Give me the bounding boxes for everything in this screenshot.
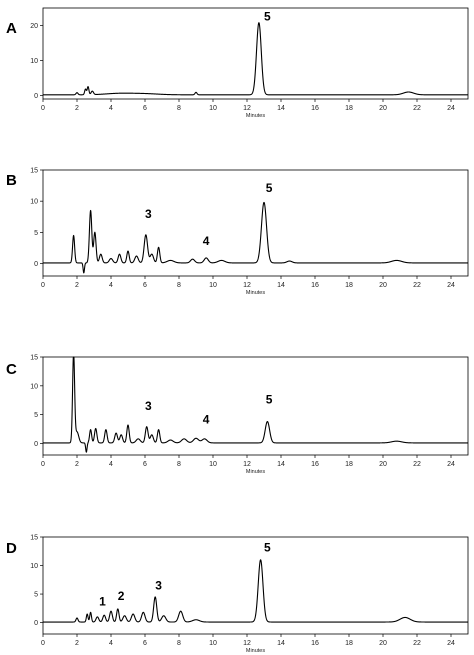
x-tick-label-a: 16 bbox=[311, 105, 319, 112]
x-tick-label-a: 4 bbox=[109, 105, 113, 112]
x-tick-label-d: 6 bbox=[143, 640, 147, 647]
x-axis-title-d: Minutes bbox=[246, 648, 266, 654]
peak-label-c-5: 5 bbox=[266, 393, 273, 407]
x-axis-title-c: Minutes bbox=[246, 469, 266, 475]
x-tick-label-c: 10 bbox=[209, 461, 217, 468]
peak-label-c-4: 4 bbox=[203, 412, 210, 426]
chromatogram-trace-c bbox=[42, 356, 469, 453]
x-tick-label-a: 18 bbox=[345, 105, 353, 112]
x-tick-label-c: 12 bbox=[243, 461, 251, 468]
x-tick-label-b: 4 bbox=[109, 282, 113, 289]
y-tick-label-a: 10 bbox=[30, 58, 38, 65]
x-tick-label-d: 14 bbox=[277, 640, 285, 647]
x-tick-label-d: 20 bbox=[379, 640, 387, 647]
peak-label-d-1: 1 bbox=[99, 594, 106, 608]
x-tick-label-c: 16 bbox=[311, 461, 319, 468]
chromatogram-trace-b bbox=[42, 201, 469, 274]
x-tick-label-c: 2 bbox=[75, 461, 79, 468]
x-tick-label-d: 12 bbox=[243, 640, 251, 647]
y-tick-label-d: 10 bbox=[30, 563, 38, 570]
y-tick-label-a: 0 bbox=[34, 93, 38, 100]
x-tick-label-d: 4 bbox=[109, 640, 113, 647]
panel-letter-a: A bbox=[6, 20, 17, 37]
peak-label-d-2: 2 bbox=[118, 589, 125, 603]
x-tick-label-a: 12 bbox=[243, 105, 251, 112]
plot-frame-d bbox=[42, 536, 469, 635]
x-tick-label-d: 8 bbox=[177, 640, 181, 647]
x-tick-label-b: 20 bbox=[379, 282, 387, 289]
peak-label-a-5: 5 bbox=[264, 9, 271, 23]
x-tick-label-c: 22 bbox=[413, 461, 421, 468]
peak-label-d-3: 3 bbox=[155, 578, 162, 592]
x-tick-label-b: 6 bbox=[143, 282, 147, 289]
plot-frame-a bbox=[42, 7, 469, 100]
x-tick-label-d: 18 bbox=[345, 640, 353, 647]
x-tick-label-c: 24 bbox=[447, 461, 455, 468]
y-tick-label-d: 15 bbox=[30, 535, 38, 542]
x-tick-label-d: 16 bbox=[311, 640, 319, 647]
y-tick-label-c: 0 bbox=[34, 441, 38, 448]
x-tick-label-a: 22 bbox=[413, 105, 421, 112]
x-tick-label-b: 2 bbox=[75, 282, 79, 289]
x-tick-label-a: 24 bbox=[447, 105, 455, 112]
chromatogram-trace-a bbox=[42, 22, 469, 96]
x-tick-label-a: 10 bbox=[209, 105, 217, 112]
x-tick-label-a: 2 bbox=[75, 105, 79, 112]
panel-letter-d: D bbox=[6, 540, 17, 557]
x-tick-label-c: 8 bbox=[177, 461, 181, 468]
y-tick-label-b: 0 bbox=[34, 261, 38, 268]
y-tick-label-d: 5 bbox=[34, 592, 38, 599]
peak-label-d-5: 5 bbox=[264, 540, 271, 554]
y-tick-label-b: 15 bbox=[30, 168, 38, 175]
x-tick-label-a: 14 bbox=[277, 105, 285, 112]
x-tick-label-c: 4 bbox=[109, 461, 113, 468]
peak-label-b-4: 4 bbox=[203, 234, 210, 248]
panel-letter-b: B bbox=[6, 172, 17, 189]
x-tick-label-c: 0 bbox=[41, 461, 45, 468]
x-axis-title-b: Minutes bbox=[246, 290, 266, 296]
y-tick-label-a: 20 bbox=[30, 23, 38, 30]
x-tick-label-d: 10 bbox=[209, 640, 217, 647]
x-tick-label-c: 14 bbox=[277, 461, 285, 468]
x-tick-label-d: 22 bbox=[413, 640, 421, 647]
x-tick-label-b: 0 bbox=[41, 282, 45, 289]
x-tick-label-b: 16 bbox=[311, 282, 319, 289]
y-tick-label-c: 10 bbox=[30, 383, 38, 390]
x-tick-label-b: 10 bbox=[209, 282, 217, 289]
peak-label-c-3: 3 bbox=[145, 399, 152, 413]
panel-letter-c: C bbox=[6, 361, 17, 378]
x-tick-label-d: 24 bbox=[447, 640, 455, 647]
x-tick-label-b: 12 bbox=[243, 282, 251, 289]
peak-label-b-3: 3 bbox=[145, 207, 152, 221]
y-tick-label-c: 5 bbox=[34, 412, 38, 419]
x-tick-label-b: 18 bbox=[345, 282, 353, 289]
x-tick-label-a: 0 bbox=[41, 105, 45, 112]
x-tick-label-c: 6 bbox=[143, 461, 147, 468]
x-axis-title-a: Minutes bbox=[246, 113, 266, 119]
x-tick-label-a: 8 bbox=[177, 105, 181, 112]
x-tick-label-a: 6 bbox=[143, 105, 147, 112]
x-tick-label-b: 14 bbox=[277, 282, 285, 289]
x-tick-label-d: 0 bbox=[41, 640, 45, 647]
y-tick-label-d: 0 bbox=[34, 620, 38, 627]
plot-frame-c bbox=[42, 356, 469, 456]
x-tick-label-d: 2 bbox=[75, 640, 79, 647]
y-tick-label-c: 15 bbox=[30, 355, 38, 362]
x-tick-label-b: 8 bbox=[177, 282, 181, 289]
y-tick-label-b: 10 bbox=[30, 199, 38, 206]
peak-label-b-5: 5 bbox=[266, 181, 273, 195]
x-tick-label-b: 24 bbox=[447, 282, 455, 289]
chromatogram-trace-d bbox=[42, 559, 469, 623]
y-tick-label-b: 5 bbox=[34, 230, 38, 237]
x-tick-label-c: 18 bbox=[345, 461, 353, 468]
x-tick-label-b: 22 bbox=[413, 282, 421, 289]
plot-frame-b bbox=[42, 169, 469, 277]
x-tick-label-c: 20 bbox=[379, 461, 387, 468]
x-tick-label-a: 20 bbox=[379, 105, 387, 112]
